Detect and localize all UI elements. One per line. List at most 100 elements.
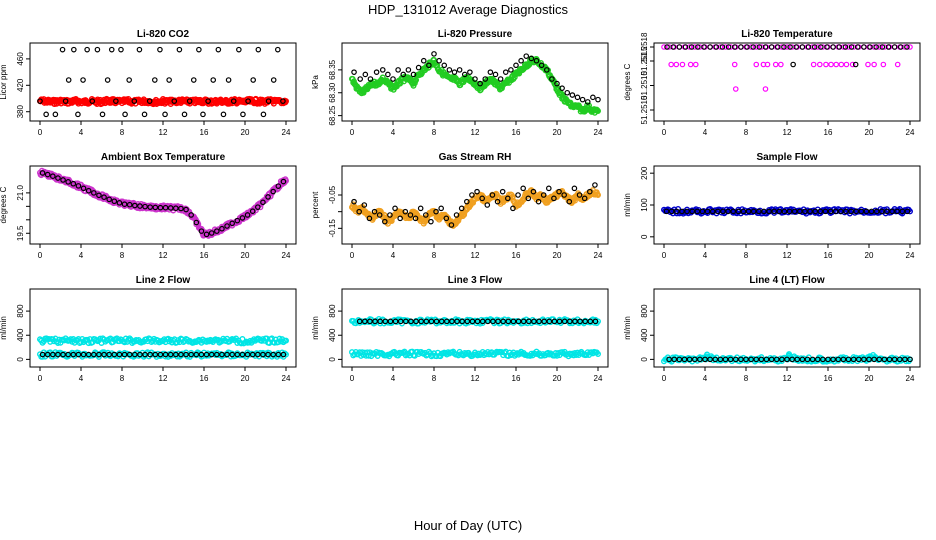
- data-point: [907, 44, 913, 50]
- data-point: [255, 351, 261, 358]
- data-point: [54, 339, 61, 346]
- data-point: [229, 351, 235, 358]
- chart-panel-9: Line 4 (LT) Flow ml/min 0 4 8 12 16 20 24 0 400 800: [623, 275, 921, 383]
- y-axis-label: ml/min: [311, 316, 320, 340]
- data-point: [508, 67, 514, 73]
- data-point: [198, 351, 205, 358]
- data-point: [208, 230, 215, 236]
- data-point: [122, 111, 128, 118]
- data-point: [250, 77, 257, 83]
- x-tick-label: 20: [241, 374, 250, 383]
- data-point: [157, 204, 164, 211]
- data-point: [456, 67, 463, 73]
- data-point: [137, 351, 143, 358]
- data-point: [502, 69, 509, 75]
- data-point: [731, 61, 738, 68]
- data-point: [842, 44, 849, 50]
- data-point: [80, 77, 86, 83]
- data-point: [106, 351, 112, 358]
- data-point: [781, 208, 788, 215]
- data-point: [193, 351, 200, 358]
- data-point: [55, 351, 61, 358]
- data-point: [858, 208, 865, 215]
- data-point: [433, 353, 440, 360]
- chart-panel-5: Gas Stream RH percent 0 4 8 12 16 20 24 -0.15 -0.0…: [311, 152, 609, 260]
- data-point: [799, 44, 806, 50]
- data-point: [220, 111, 227, 118]
- data-point: [540, 192, 547, 198]
- data-point: [762, 44, 769, 50]
- data-point: [275, 351, 282, 358]
- x-tick-label: 4: [391, 128, 396, 137]
- data-point: [121, 201, 128, 207]
- x-tick-label: 12: [471, 128, 480, 137]
- data-point: [166, 77, 172, 83]
- panel-title: Line 4 (LT) Flow: [749, 275, 825, 286]
- y-axis-label: percent: [311, 191, 320, 218]
- data-point: [260, 351, 266, 358]
- y-axis-label: Licor ppm: [0, 64, 8, 99]
- data-point: [52, 111, 59, 118]
- y-tick-label: 800: [16, 304, 25, 318]
- data-point: [275, 183, 282, 189]
- data-point: [214, 351, 220, 358]
- x-tick-label: 8: [432, 251, 437, 260]
- data-point: [113, 98, 119, 104]
- data-point: [852, 61, 859, 68]
- data-point: [828, 61, 834, 68]
- data-point: [270, 77, 277, 83]
- data-point: [453, 212, 460, 218]
- data-point: [673, 61, 680, 68]
- data-point: [436, 57, 442, 64]
- y-axis-label: degrees C: [0, 186, 8, 223]
- data-point: [735, 208, 742, 215]
- x-tick-label: 20: [553, 128, 562, 137]
- data-point: [513, 62, 519, 69]
- data-point: [885, 44, 892, 50]
- data-point: [125, 336, 132, 343]
- data-point: [750, 208, 757, 215]
- x-tick-label: 12: [471, 374, 480, 383]
- data-point: [146, 98, 153, 104]
- data-point: [904, 44, 910, 50]
- data-point: [422, 212, 429, 218]
- data-point: [472, 76, 478, 82]
- data-point: [897, 44, 904, 50]
- data-point: [203, 231, 210, 238]
- data-point: [249, 208, 256, 214]
- data-point: [152, 77, 158, 83]
- data-point: [694, 208, 701, 215]
- data-point: [91, 351, 97, 358]
- data-point: [167, 205, 174, 211]
- data-point: [595, 191, 602, 198]
- data-point: [224, 351, 230, 358]
- y-tick-label: 460: [16, 52, 25, 66]
- data-point: [904, 208, 911, 215]
- data-point: [871, 61, 877, 68]
- series-measured: [661, 44, 913, 92]
- chart-panel-7: Line 2 Flow ml/min 0 4 8 12 16 20 24 0 400 800: [0, 275, 297, 383]
- x-tick-label: 16: [824, 128, 833, 137]
- data-point: [689, 208, 695, 215]
- data-point: [397, 215, 403, 222]
- data-point: [581, 195, 588, 202]
- data-point: [701, 44, 707, 50]
- data-point: [744, 44, 750, 50]
- data-point: [894, 61, 901, 68]
- x-tick-label: 16: [512, 251, 521, 260]
- plot-frame: [653, 42, 921, 122]
- data-point: [899, 208, 906, 215]
- data-point: [894, 208, 900, 215]
- x-tick-label: 4: [703, 128, 708, 137]
- data-point: [487, 69, 494, 75]
- data-point: [853, 208, 859, 215]
- data-point: [215, 46, 222, 53]
- panel-title: Line 2 Flow: [136, 275, 191, 286]
- data-point: [415, 64, 422, 71]
- x-tick-label: 4: [79, 374, 84, 383]
- data-point: [152, 351, 159, 358]
- data-point: [679, 208, 685, 215]
- data-point: [525, 195, 532, 202]
- panel-title: Line 3 Flow: [448, 275, 503, 286]
